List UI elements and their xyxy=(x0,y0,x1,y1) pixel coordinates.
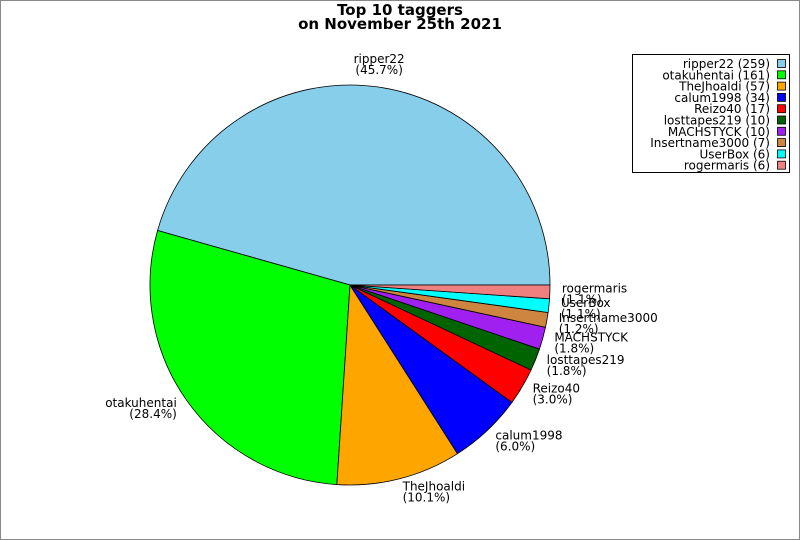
legend-label: MACHSTYCK (10) xyxy=(668,125,770,139)
legend-label: losttapes219 (10) xyxy=(664,114,770,128)
slice-value-label: (1.8%) xyxy=(547,364,587,378)
slice-value-label: (1.8%) xyxy=(554,341,594,355)
legend-box xyxy=(632,54,790,173)
slice-label: Insertname3000 xyxy=(559,311,658,325)
legend-swatch xyxy=(777,160,786,170)
legend-label: TheJhoaldi (57) xyxy=(678,80,770,94)
chart-subtitle: on November 25th 2021 xyxy=(298,15,502,33)
slice-value-label: (1.1%) xyxy=(562,292,602,306)
legend-swatch xyxy=(777,115,786,125)
legend-swatch xyxy=(777,70,786,80)
slice-value-label: (45.7%) xyxy=(355,63,402,77)
legend-swatch xyxy=(777,126,786,136)
pie-slice xyxy=(336,283,459,486)
legend-swatch xyxy=(777,93,786,102)
slice-label: calum1998 xyxy=(495,428,562,442)
slice-value-label: (1.1%) xyxy=(561,307,601,321)
legend-label: calum1998 (34) xyxy=(674,91,770,105)
slice-label: ripper22 xyxy=(354,52,405,66)
pie-slice xyxy=(157,84,551,286)
slice-label: Reizo40 xyxy=(533,382,580,396)
slice-value-label: (1.2%) xyxy=(559,322,599,336)
legend-swatch xyxy=(777,81,786,91)
slice-label: rogermaris xyxy=(562,281,627,295)
slice-value-label: (6.0%) xyxy=(495,439,535,453)
slice-label: losttapes219 xyxy=(547,353,625,367)
slice-label: otakuhentai xyxy=(105,396,177,410)
legend-swatch xyxy=(777,149,786,159)
legend-label: Reizo40 (17) xyxy=(694,102,770,116)
legend-label: UserBox (6) xyxy=(700,147,770,161)
chart-title: Top 10 taggers xyxy=(337,1,463,19)
pie-slice xyxy=(349,284,551,300)
legend-label: ripper22 (259) xyxy=(683,57,770,71)
slice-value-label: (10.1%) xyxy=(403,490,450,504)
slice-label: TheJhoaldi xyxy=(402,479,465,493)
legend-label: rogermaris (6) xyxy=(684,159,770,173)
legend-swatch xyxy=(777,104,786,114)
slice-label: UserBox xyxy=(561,296,611,310)
legend-swatch xyxy=(777,138,786,148)
legend-label: Insertname3000 (7) xyxy=(650,136,770,150)
slice-value-label: (3.0%) xyxy=(533,393,573,407)
slice-value-label: (28.4%) xyxy=(129,407,176,421)
legend-label: otakuhentai (161) xyxy=(662,68,770,82)
pie-slice xyxy=(149,230,351,485)
slice-label: MACHSTYCK xyxy=(554,330,629,344)
legend-swatch xyxy=(777,59,786,68)
